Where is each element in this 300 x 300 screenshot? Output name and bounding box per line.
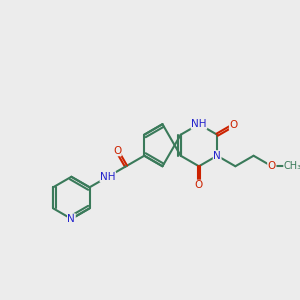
Text: O: O bbox=[113, 146, 121, 156]
Text: O: O bbox=[195, 180, 203, 190]
Text: NH: NH bbox=[191, 119, 207, 129]
Text: CH₃: CH₃ bbox=[284, 161, 300, 171]
Text: O: O bbox=[268, 161, 276, 171]
Text: O: O bbox=[230, 120, 238, 130]
Text: NH: NH bbox=[100, 172, 116, 182]
Text: N: N bbox=[68, 214, 75, 224]
Text: N: N bbox=[213, 151, 221, 161]
